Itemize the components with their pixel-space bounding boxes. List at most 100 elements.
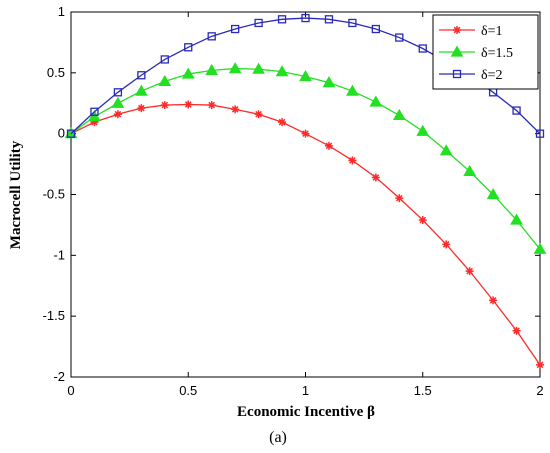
legend-item: δ=1.5 <box>439 45 513 61</box>
series-2-point <box>181 67 195 79</box>
x-tick-label: 0.5 <box>179 383 197 398</box>
series-2-point <box>463 164 477 177</box>
plot-area: 0 0.5 1 1.5 2 -2 -1.5 -1 -0.5 0 0.5 1 δ=1 δ=1.5 δ=2 <box>43 4 547 398</box>
series-3-point <box>66 129 76 138</box>
series-2-point <box>369 95 383 107</box>
legend-label: δ=1 <box>481 24 503 39</box>
x-tick-label: 0 <box>67 383 74 398</box>
series-3-point <box>395 33 404 42</box>
y-tick-label: -1 <box>53 247 65 262</box>
marker-core <box>115 112 120 117</box>
series-1-point <box>512 326 521 335</box>
series-3-point <box>301 13 310 23</box>
x-tick-label: 2 <box>536 383 543 398</box>
series-1-point <box>324 141 333 150</box>
series-1-point <box>137 104 146 113</box>
series-1-point <box>371 173 380 182</box>
legend: δ=1 δ=1.5 δ=2 <box>432 14 539 90</box>
series-2 <box>64 62 547 254</box>
series-1-point <box>418 216 427 225</box>
series-3-point <box>512 106 521 115</box>
marker-core <box>256 112 261 117</box>
series-1-point <box>301 129 310 138</box>
y-tick-label: -2 <box>53 369 65 384</box>
marker-core <box>280 120 285 125</box>
series-2-point <box>416 124 430 136</box>
marker-core <box>209 103 214 108</box>
series-1-point <box>160 101 169 110</box>
series-3-point <box>535 129 545 138</box>
marker-core <box>139 106 144 111</box>
legend-label: δ=2 <box>481 68 503 83</box>
series-2-point <box>228 62 242 74</box>
series-2-point <box>486 187 500 200</box>
series-2-point <box>205 63 219 76</box>
series-1-point <box>207 101 216 110</box>
series-3-point <box>277 15 287 24</box>
marker-core <box>373 175 378 180</box>
legend-label: δ=1.5 <box>481 46 513 61</box>
marker-core <box>455 28 459 32</box>
y-axis-label: Macrocell Utility <box>8 140 24 249</box>
series-2-point <box>252 62 265 74</box>
series-1-point <box>278 118 287 127</box>
marker-core <box>350 158 355 163</box>
x-axis-label: Economic Incentive β <box>237 404 375 420</box>
series-3-point <box>113 88 123 97</box>
y-tick-label: 0.5 <box>47 65 65 80</box>
y-tick-label: -0.5 <box>43 187 65 202</box>
series-3-point <box>90 107 99 116</box>
series-3-point <box>371 24 381 34</box>
marker-core <box>326 143 331 148</box>
series-3-point <box>418 44 427 53</box>
series-2-point <box>299 69 312 82</box>
series-2-point <box>322 76 336 88</box>
marker-core <box>491 298 496 303</box>
y-tick-label: 1 <box>58 4 65 19</box>
marker-core <box>514 328 519 333</box>
series-2-point <box>392 108 406 121</box>
series-1-point <box>536 360 544 369</box>
series-3-point <box>230 24 240 34</box>
series-1-point <box>231 105 240 114</box>
series-3-point <box>207 32 216 41</box>
series-3-point <box>160 55 169 64</box>
series-2-point <box>111 96 125 108</box>
series-3-point <box>324 15 334 24</box>
y-tick-label: -1.5 <box>43 308 65 323</box>
series-3-point <box>254 18 263 28</box>
marker-core <box>467 269 472 274</box>
series-1-point <box>184 100 193 109</box>
series-2-point <box>439 144 453 156</box>
marker-core <box>186 102 191 107</box>
series-2-point <box>346 84 359 96</box>
marker-core <box>162 103 167 108</box>
marker-core <box>444 242 449 247</box>
series-1-point <box>489 296 498 305</box>
series-2-point <box>158 74 172 86</box>
series-3-point <box>184 43 193 52</box>
legend-marker <box>452 69 462 79</box>
series-2-point <box>88 110 101 122</box>
series-2-point <box>533 242 547 254</box>
marker-core <box>233 107 238 112</box>
series-2-point <box>134 84 148 96</box>
series-3-point <box>137 71 146 80</box>
marker-core <box>420 218 425 223</box>
x-tick-label: 1 <box>302 383 309 398</box>
series-1-point <box>254 110 263 119</box>
legend-marker <box>453 26 461 34</box>
legend-item: δ=1 <box>439 24 503 39</box>
series-3-point <box>348 18 357 28</box>
figure-caption: (a) <box>269 429 287 446</box>
marker-core <box>538 362 542 367</box>
legend-item: δ=2 <box>439 68 503 83</box>
marker-core <box>303 131 308 136</box>
series-1-point <box>465 267 474 276</box>
series-2-point <box>510 213 523 225</box>
y-tick-label: 0 <box>58 126 65 141</box>
marker-core <box>397 196 402 201</box>
series-1-point <box>442 240 451 249</box>
